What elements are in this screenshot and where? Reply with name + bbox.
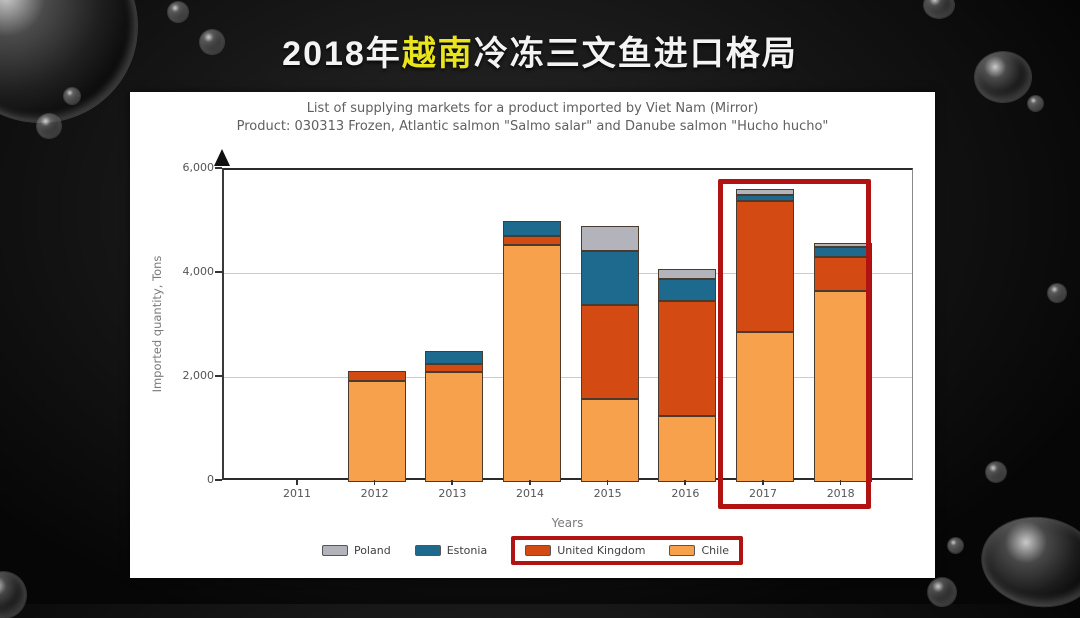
legend-swatch-united-kingdom (525, 545, 552, 556)
x-tick-mark (839, 480, 842, 485)
x-tick-label-2012: 2012 (360, 487, 389, 500)
water-droplet-graphic (975, 52, 1031, 102)
water-droplet-graphic (986, 462, 1006, 482)
water-droplet-graphic (948, 538, 963, 553)
bar-segment-united-kingdom-2015 (580, 305, 639, 399)
bar-segment-chile-2012 (347, 380, 406, 482)
x-axis-label: Years (551, 516, 584, 530)
bar-segment-estonia-2017 (736, 195, 795, 201)
bar-segment-united-kingdom-2016 (658, 301, 717, 417)
bar-segment-estonia-2016 (658, 278, 717, 302)
x-tick-label-2011: 2011 (283, 487, 311, 500)
x-tick-mark (684, 480, 686, 485)
water-droplet-graphic (0, 572, 26, 618)
slide-title-highlight: 越南 (401, 35, 474, 73)
y-tick-mark (215, 375, 222, 377)
x-tick-mark (606, 480, 609, 485)
bar-segment-chile-2017 (736, 332, 795, 482)
y-tick-mark (215, 479, 222, 481)
water-droplet-graphic (928, 578, 956, 606)
x-tick-label-2016: 2016 (671, 487, 700, 500)
y-tick-label: 0 (207, 473, 214, 486)
water-droplet-graphic (1048, 284, 1066, 302)
y-tick-mark (215, 167, 222, 169)
slide-title-suffix: 冷冻三文鱼进口格局 (473, 35, 798, 73)
bar-segment-united-kingdom-2014 (503, 235, 561, 246)
water-droplet-graphic (64, 88, 80, 104)
x-tick-mark (373, 480, 376, 485)
slide-title: 2018年越南冷冻三文鱼进口格局 (0, 26, 1080, 75)
bar-segment-chile-2015 (580, 398, 639, 482)
chart-title-line1: List of supplying markets for a product … (306, 101, 759, 116)
x-tick-label-2018: 2018 (826, 487, 855, 500)
chart-title-line2: Product: 030313 Frozen, Atlantic salmon … (236, 119, 829, 134)
bar-segment-estonia-2015 (580, 251, 639, 306)
x-tick-label-2014: 2014 (516, 487, 544, 500)
bar-segment-estonia-2013 (425, 351, 484, 365)
bar-segment-poland-2016 (658, 269, 717, 279)
bar-segment-chile-2016 (658, 416, 717, 482)
bar-segment-united-kingdom-2018 (813, 257, 872, 291)
bar-segment-united-kingdom-2017 (736, 200, 795, 333)
legend-label: Chile (701, 544, 730, 557)
chart-panel: List of supplying markets for a product … (130, 92, 935, 578)
x-tick-label-2013: 2013 (438, 487, 467, 500)
bar-segment-poland-2017 (736, 188, 795, 196)
x-tick-mark (296, 480, 298, 485)
legend-item-estonia: Estonia (414, 544, 488, 557)
legend-swatch-estonia (414, 545, 441, 556)
bar-segment-chile-2014 (503, 245, 561, 482)
water-droplet-graphic (1028, 96, 1043, 111)
gridline-2,000 (224, 377, 912, 378)
water-droplet-graphic (37, 114, 61, 138)
legend-label: Estonia (446, 544, 488, 557)
bar-segment-chile-2018 (813, 290, 872, 482)
legend-label: Poland (353, 544, 391, 557)
legend-swatch-chile (669, 545, 696, 556)
water-droplet-graphic (976, 510, 1080, 614)
y-tick-label: 6,000 (182, 161, 215, 174)
legend-label: United Kingdom (557, 544, 646, 557)
y-tick-label: 2,000 (182, 369, 215, 382)
bar-segment-united-kingdom-2013 (425, 364, 484, 372)
water-droplet-graphic (168, 2, 188, 22)
bar-segment-estonia-2018 (813, 246, 872, 258)
x-tick-label-2017: 2017 (749, 487, 778, 500)
legend-swatch-poland (321, 545, 348, 556)
highlight-box-2017-2018 (718, 179, 871, 509)
bar-segment-united-kingdom-2012 (347, 371, 406, 381)
x-tick-label-2015: 2015 (593, 487, 622, 500)
chart-legend: Poland Estonia United Kingdom Chile (130, 536, 935, 565)
x-tick-mark (762, 480, 764, 485)
water-droplet-graphic (200, 30, 224, 54)
y-axis-label: Imported quantity, Tons (150, 255, 164, 393)
slide-title-prefix: 2018年 (282, 35, 402, 73)
y-axis-arrow-icon (214, 149, 230, 166)
legend-item-poland: Poland (321, 544, 391, 557)
gridline-4,000 (224, 273, 912, 274)
x-tick-mark (529, 480, 531, 485)
legend-highlight-box: United Kingdom Chile (511, 536, 744, 565)
bar-segment-poland-2015 (580, 226, 639, 252)
x-tick-mark (451, 480, 453, 485)
bar-segment-poland-2018 (813, 242, 872, 247)
legend-item-chile: Chile (669, 544, 729, 557)
legend-item-united-kingdom: United Kingdom (525, 544, 645, 557)
y-tick-label: 4,000 (182, 265, 215, 278)
water-droplet-graphic (924, 0, 954, 18)
y-tick-mark (215, 271, 222, 273)
plot-area (222, 168, 913, 482)
bar-segment-estonia-2014 (503, 220, 561, 236)
bar-segment-chile-2013 (425, 371, 484, 482)
